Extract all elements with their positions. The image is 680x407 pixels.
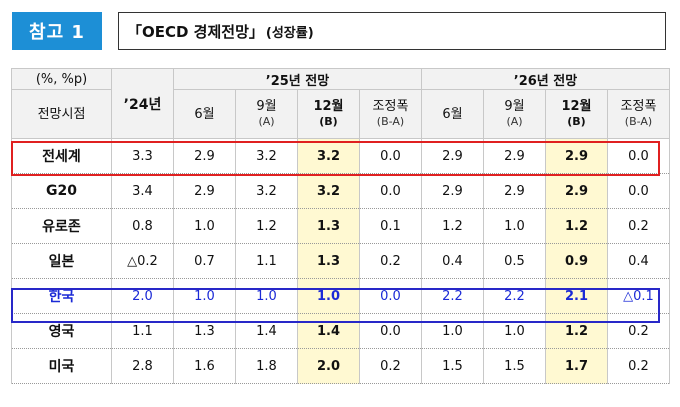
header-row-1: (%, %p) ’24년 ’25년 전망 ’26년 전망 xyxy=(11,68,670,139)
cell: 1.0 xyxy=(173,278,236,314)
cell: 0.4 xyxy=(421,243,484,279)
cell: 0.8 xyxy=(111,208,174,244)
table-row: G20 3.4 2.9 3.2 3.2 0.0 2.9 2.9 2.9 0.0 xyxy=(11,173,670,209)
row-label: 미국 xyxy=(11,348,112,384)
cell: 2.9 xyxy=(421,173,484,209)
cell: 1.0 xyxy=(235,278,298,314)
cell: 1.0 xyxy=(483,208,546,244)
cell: 0.2 xyxy=(359,348,422,384)
header-2025-adj: 조정폭 (B-A) xyxy=(359,89,422,139)
row-label: 전세계 xyxy=(11,138,112,174)
cell: 2.9 xyxy=(173,138,236,174)
cell: 1.0 xyxy=(173,208,236,244)
cell: 1.1 xyxy=(235,243,298,279)
cell: 1.4 xyxy=(235,313,298,349)
cell: 2.9 xyxy=(483,138,546,174)
row-label: G20 xyxy=(11,173,112,209)
cell: 1.6 xyxy=(173,348,236,384)
cell: 0.2 xyxy=(607,313,670,349)
cell: 1.3 xyxy=(297,243,360,279)
table-row: 영국 1.1 1.3 1.4 1.4 0.0 1.0 1.0 1.2 0.2 xyxy=(11,313,670,349)
cell: 2.9 xyxy=(173,173,236,209)
cell: 3.2 xyxy=(235,173,298,209)
cell: 1.4 xyxy=(297,313,360,349)
cell: 0.1 xyxy=(359,208,422,244)
header-row-2: 전망시점 6월 9월 (A) 12월 (B) 조정폭 (B-A) 6월 9월 (A) 1… xyxy=(11,89,670,139)
cell: 2.9 xyxy=(421,138,484,174)
table-row: 유로존 0.8 1.0 1.2 1.3 0.1 1.2 1.0 1.2 0.2 xyxy=(11,208,670,244)
row-label: 일본 xyxy=(11,243,112,279)
cell: 2.2 xyxy=(421,278,484,314)
cell: 2.2 xyxy=(483,278,546,314)
cell: 3.2 xyxy=(235,138,298,174)
cell: 0.0 xyxy=(607,173,670,209)
cell: 1.1 xyxy=(111,313,174,349)
header-2026-sep: 9월 (A) xyxy=(483,89,546,139)
cell: 0.0 xyxy=(359,278,422,314)
cell: 0.0 xyxy=(359,313,422,349)
cell: 3.3 xyxy=(111,138,174,174)
header-2025-jun: 6월 xyxy=(173,89,236,139)
col-2024-header: ’24년 xyxy=(111,68,174,139)
cell: 2.9 xyxy=(545,173,608,209)
header-2025-dec: 12월 (B) xyxy=(297,89,360,139)
header-2026-dec: 12월 (B) xyxy=(545,89,608,139)
header-2025-sep: 9월 (A) xyxy=(235,89,298,139)
cell: 1.0 xyxy=(421,313,484,349)
cell: 3.2 xyxy=(297,173,360,209)
cell: △0.1 xyxy=(607,278,670,314)
cell: 0.0 xyxy=(359,138,422,174)
cell: 1.7 xyxy=(545,348,608,384)
oecd-outlook-table: (%, %p) ’24년 ’25년 전망 ’26년 전망 전망시점 6월 9월(… xyxy=(11,68,670,384)
table-row-korea: 한국 2.0 1.0 1.0 1.0 0.0 2.2 2.2 2.1 △0.1 xyxy=(11,278,670,314)
cell: 1.2 xyxy=(235,208,298,244)
cell: 0.2 xyxy=(607,348,670,384)
table-row: 미국 2.8 1.6 1.8 2.0 0.2 1.5 1.5 1.7 0.2 xyxy=(11,348,670,384)
cell: 0.2 xyxy=(359,243,422,279)
stub-label: 전망시점 xyxy=(11,89,112,139)
cell: 3.4 xyxy=(111,173,174,209)
cell: 0.5 xyxy=(483,243,546,279)
unit-label: (%, %p) xyxy=(11,68,112,90)
header-2026-adj: 조정폭 (B-A) xyxy=(607,89,670,139)
cell: 1.3 xyxy=(173,313,236,349)
cell: 1.2 xyxy=(545,208,608,244)
reference-badge: 참고 1 xyxy=(12,12,102,50)
title-main: 「OECD 경제전망」 xyxy=(127,22,264,41)
row-label: 한국 xyxy=(11,278,112,314)
cell: 2.1 xyxy=(545,278,608,314)
cell: 2.0 xyxy=(297,348,360,384)
cell: 2.8 xyxy=(111,348,174,384)
cell: 1.2 xyxy=(545,313,608,349)
cell: 1.2 xyxy=(421,208,484,244)
group-2026-header: ’26년 전망 xyxy=(421,68,670,90)
cell: 1.0 xyxy=(297,278,360,314)
cell: 0.0 xyxy=(607,138,670,174)
table-body: 전세계 3.3 2.9 3.2 3.2 0.0 2.9 2.9 2.9 0.0 G20 3.4 2.9… xyxy=(11,138,670,384)
cell: 1.8 xyxy=(235,348,298,384)
cell: 0.9 xyxy=(545,243,608,279)
cell: 3.2 xyxy=(297,138,360,174)
group-2025-header: ’25년 전망 xyxy=(173,68,422,90)
cell: 2.9 xyxy=(545,138,608,174)
cell: 2.0 xyxy=(111,278,174,314)
cell: 1.3 xyxy=(297,208,360,244)
cell: 0.4 xyxy=(607,243,670,279)
row-label: 영국 xyxy=(11,313,112,349)
table-row: 일본 △0.2 0.7 1.1 1.3 0.2 0.4 0.5 0.9 0.4 xyxy=(11,243,670,279)
row-label: 유로존 xyxy=(11,208,112,244)
title-box: 「OECD 경제전망」 (성장률) xyxy=(118,12,666,50)
cell: 1.5 xyxy=(483,348,546,384)
cell: 1.0 xyxy=(483,313,546,349)
title-sub: (성장률) xyxy=(265,25,314,41)
cell: △0.2 xyxy=(111,243,174,279)
cell: 0.7 xyxy=(173,243,236,279)
table-row: 전세계 3.3 2.9 3.2 3.2 0.0 2.9 2.9 2.9 0.0 xyxy=(11,138,670,174)
cell: 0.0 xyxy=(359,173,422,209)
cell: 0.2 xyxy=(607,208,670,244)
header-2026-jun: 6월 xyxy=(421,89,484,139)
cell: 1.5 xyxy=(421,348,484,384)
cell: 2.9 xyxy=(483,173,546,209)
